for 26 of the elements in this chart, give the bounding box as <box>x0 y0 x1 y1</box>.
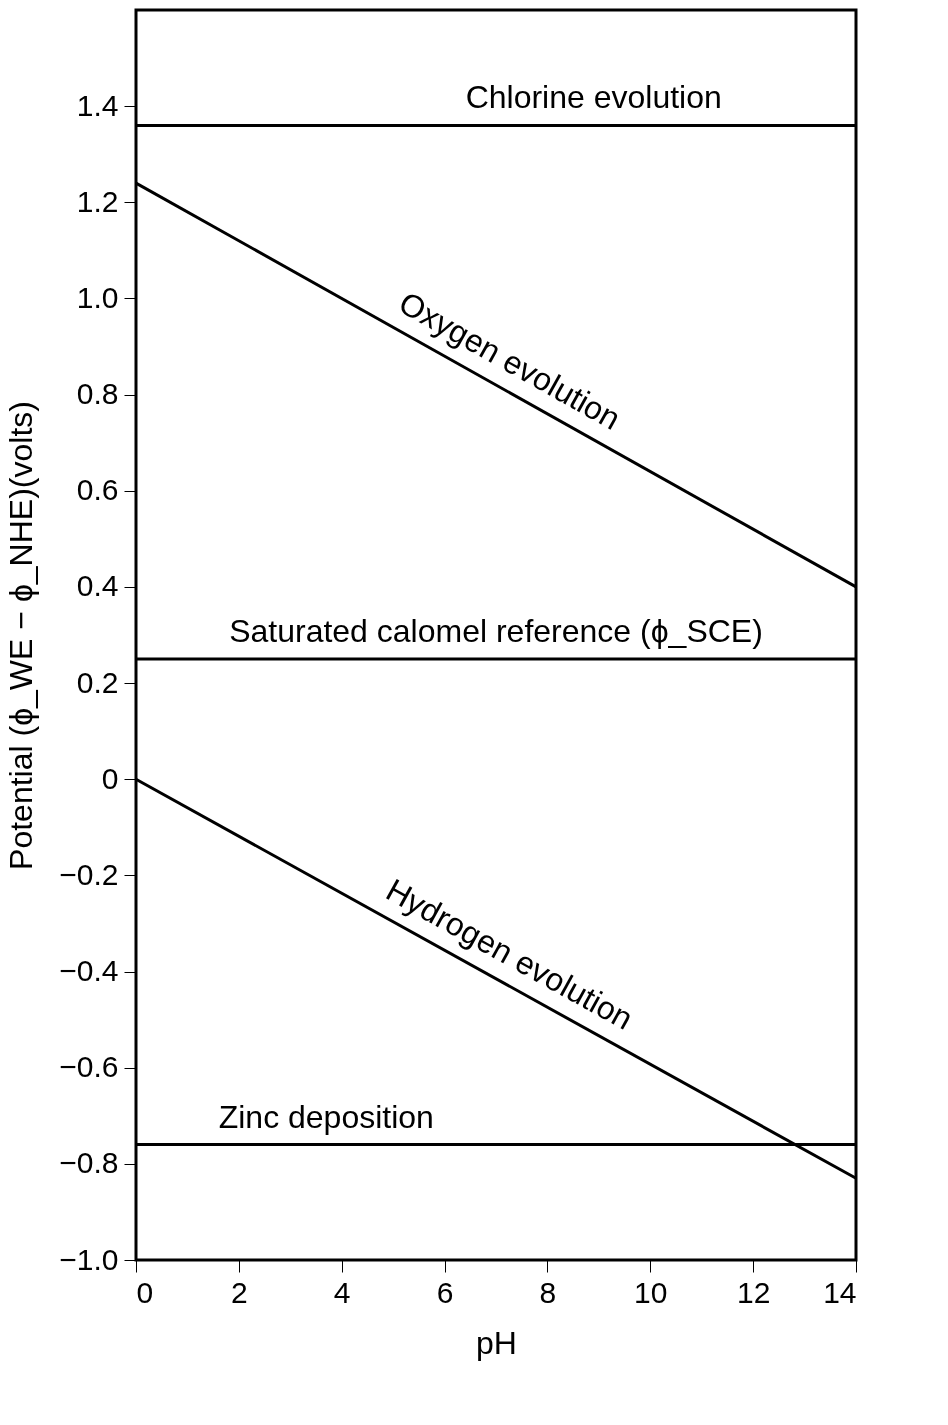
x-tick-label: 2 <box>231 1275 248 1309</box>
x-tick-label: 14 <box>823 1275 857 1309</box>
y-tick-label: −0.2 <box>59 857 119 891</box>
y-tick-label: 0.6 <box>76 473 119 507</box>
x-tick-label: 0 <box>136 1275 154 1309</box>
y-tick-label: 0 <box>101 761 119 795</box>
y-tick-label: 1.0 <box>76 280 119 314</box>
annotation: Saturated calomel reference (ϕ_SCE) <box>229 613 763 650</box>
y-tick-label: 0.2 <box>76 665 119 699</box>
y-tick-label: −0.6 <box>59 1050 119 1084</box>
x-tick-label: 4 <box>333 1275 351 1309</box>
y-tick-label: −1.0 <box>59 1242 119 1276</box>
x-tick-label: 12 <box>736 1275 771 1309</box>
y-tick-label: −0.4 <box>59 954 119 988</box>
y-axis-title: Potential (ϕ_WE − ϕ_NHE)(volts) <box>3 401 40 870</box>
annotation: Chlorine evolution <box>465 79 722 116</box>
y-tick-label: 0.8 <box>76 377 119 411</box>
y-tick-label: 1.2 <box>76 184 119 218</box>
y-tick-label: 0.4 <box>76 569 119 603</box>
annotation: Zinc deposition <box>218 1098 434 1135</box>
y-tick-label: −0.8 <box>59 1146 119 1180</box>
x-tick-label: 6 <box>436 1275 454 1309</box>
x-tick-label: 8 <box>539 1275 557 1309</box>
y-tick-label: 1.4 <box>76 88 119 122</box>
x-axis-title: pH <box>476 1324 517 1361</box>
x-tick-label: 10 <box>634 1275 668 1309</box>
